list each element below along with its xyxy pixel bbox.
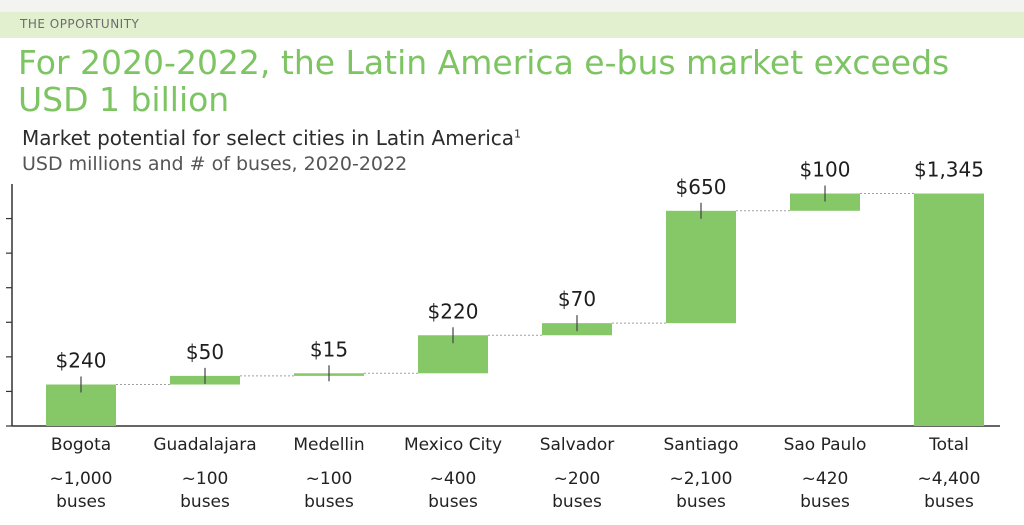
bus-count-sao-paulo: ~420 (802, 469, 849, 489)
bus-count-salvador: ~200 (554, 469, 601, 489)
bus-unit-total: buses (924, 492, 974, 512)
chart-title: Market potential for select cities in La… (22, 126, 521, 150)
value-label-mexico-city: $220 (428, 299, 479, 323)
bus-count-total: ~4,400 (918, 469, 981, 489)
page-title: For 2020-2022, the Latin America e-bus m… (18, 43, 950, 119)
bus-count-medellin: ~100 (306, 469, 353, 489)
category-label-total: Total (928, 435, 969, 455)
section-band (0, 12, 1024, 38)
value-label-guadalajara: $50 (186, 340, 224, 364)
section-label: THE OPPORTUNITY (20, 17, 140, 31)
bus-unit-guadalajara: buses (180, 492, 230, 512)
bus-count-bogota: ~1,000 (50, 469, 113, 489)
bus-count-santiago: ~2,100 (670, 469, 733, 489)
value-label-medellin: $15 (310, 337, 348, 361)
bus-unit-santiago: buses (676, 492, 726, 512)
value-label-salvador: $70 (558, 287, 596, 311)
bus-unit-mexico-city: buses (428, 492, 478, 512)
bus-unit-sao-paulo: buses (800, 492, 850, 512)
category-label-mexico-city: Mexico City (404, 435, 502, 455)
chart-subtitle: USD millions and # of buses, 2020-2022 (22, 153, 408, 175)
value-label-bogota: $240 (56, 349, 107, 373)
bus-count-guadalajara: ~100 (182, 469, 229, 489)
value-label-santiago: $650 (676, 175, 727, 199)
bus-unit-bogota: buses (56, 492, 106, 512)
value-label-total: $1,345 (914, 158, 984, 182)
bar-total (914, 193, 984, 426)
chart-title-footnote: 1 (514, 127, 522, 141)
value-label-sao-paulo: $100 (800, 158, 851, 182)
bus-count-mexico-city: ~400 (430, 469, 477, 489)
top-bar (0, 0, 1024, 12)
category-label-medellin: Medellin (293, 435, 364, 455)
bus-unit-salvador: buses (552, 492, 602, 512)
bar-santiago (666, 210, 736, 324)
category-label-guadalajara: Guadalajara (153, 435, 256, 455)
bus-unit-medellin: buses (304, 492, 354, 512)
bar-sao-paulo (790, 193, 860, 211)
category-label-salvador: Salvador (540, 435, 615, 455)
category-label-sao-paulo: Sao Paulo (784, 435, 867, 455)
chart-title-text: Market potential for select cities in La… (22, 126, 515, 150)
category-label-bogota: Bogota (51, 435, 111, 455)
category-label-santiago: Santiago (664, 435, 739, 455)
